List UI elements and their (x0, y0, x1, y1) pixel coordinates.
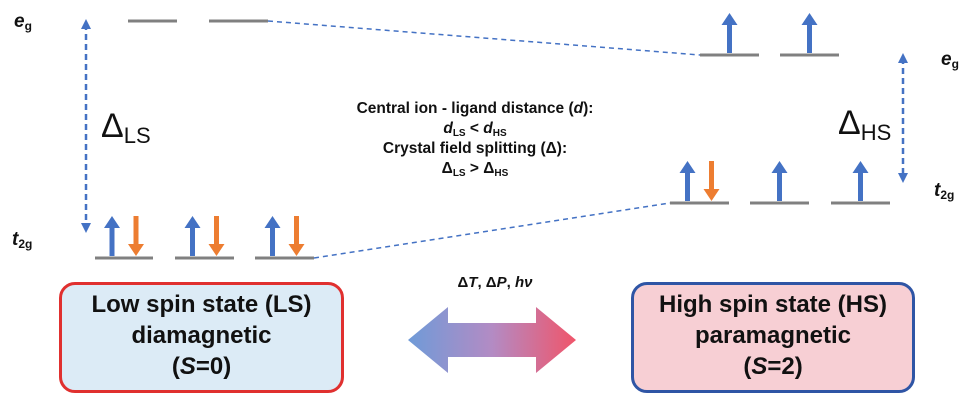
ls-magnetism: diamagnetic (131, 322, 272, 349)
high-spin-state-box: High spin state (HS) paramagnetic (S=2) (631, 282, 915, 393)
t2g-connector-line (313, 202, 671, 259)
ls-spin-value: (S=0) (171, 353, 232, 380)
electron-spin-down-arrow (128, 216, 144, 256)
low-spin-state-box: Low spin state (LS) diamagnetic (S=0) (59, 282, 344, 393)
splitting-relation: ΔLS > ΔHS (441, 160, 509, 179)
t2g-label-left: t2g (12, 229, 33, 251)
electron-spin-up-arrow (801, 13, 818, 53)
stimuli-label: ΔT, ΔP, hν (457, 274, 533, 291)
electron-spin-down-arrow (208, 216, 225, 256)
electron-spin-up-arrow (184, 216, 201, 256)
eg-label-left: eg (14, 11, 32, 33)
electron-spin-up-arrow (721, 13, 738, 53)
ls-title: Low spin state (LS) (91, 291, 312, 318)
electron-spin-up-arrow (771, 161, 788, 201)
splitting-caption: Crystal field splitting (Δ): (382, 140, 568, 157)
hs-magnetism: paramagnetic (694, 322, 852, 349)
eg-connector-line (267, 20, 701, 56)
hs-spin-value: (S=2) (743, 353, 803, 380)
electron-spin-down-arrow (703, 161, 720, 201)
transition-arrow (408, 307, 576, 373)
electron-spin-down-arrow (288, 216, 305, 256)
distance-caption: Central ion - ligand distance (d): (356, 100, 594, 117)
hs-title: High spin state (HS) (658, 291, 887, 318)
electron-spin-up-arrow (264, 216, 281, 256)
eg-label-right: eg (941, 49, 959, 71)
electron-spin-up-arrow (852, 161, 869, 201)
delta-hs-label: ΔHS (838, 104, 892, 145)
electron-spin-up-arrow (104, 216, 120, 256)
t2g-label-right: t2g (934, 180, 955, 202)
delta-ls-label: ΔLS (101, 107, 151, 148)
electron-spin-up-arrow (679, 161, 696, 201)
distance-relation: dLS < dHS (443, 120, 507, 139)
